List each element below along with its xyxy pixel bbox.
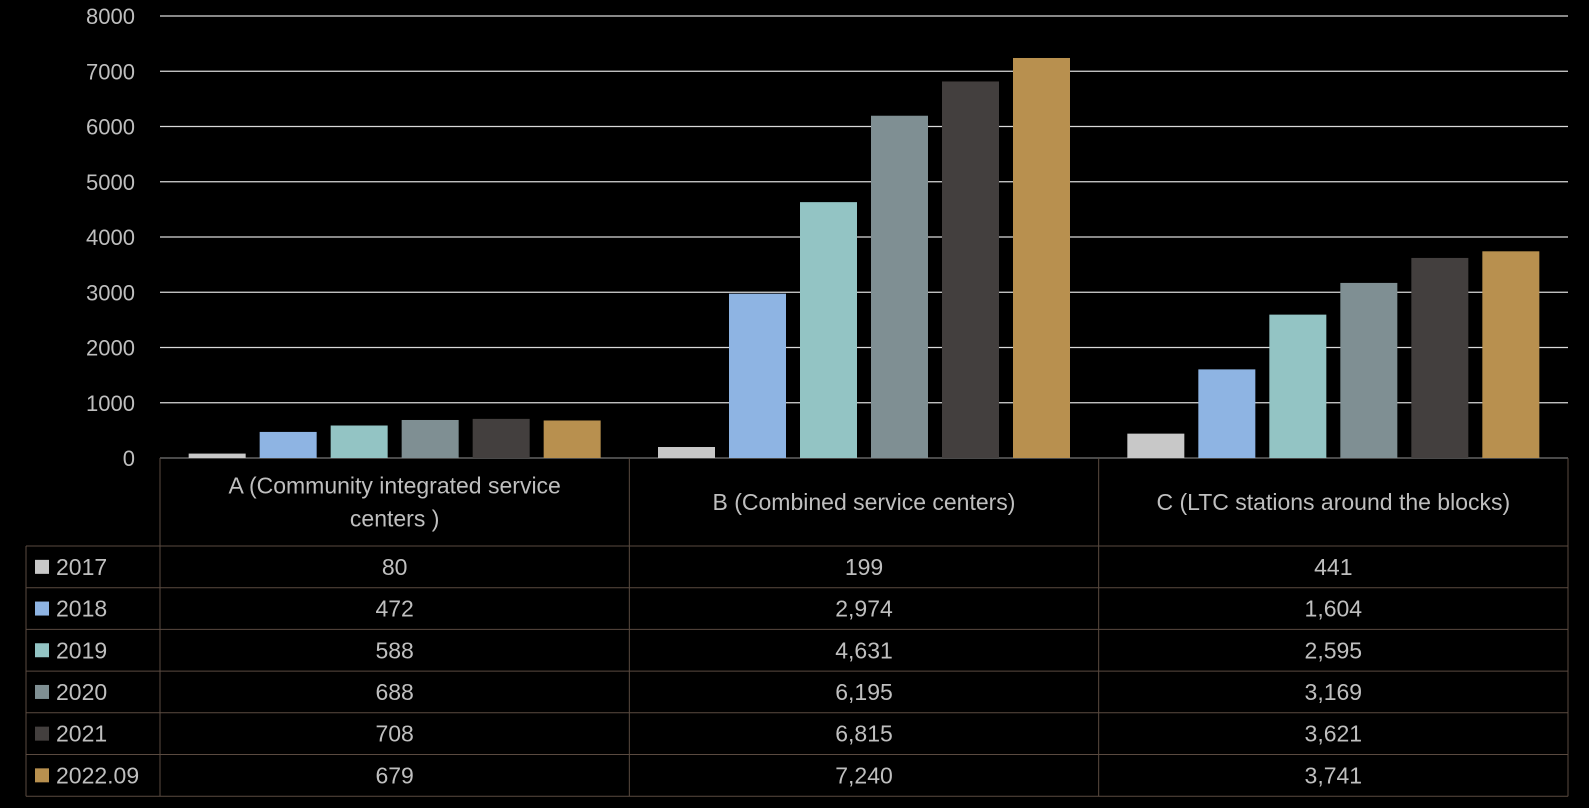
data-label: 6,815 [835,721,893,747]
bar [1340,282,1398,458]
bar [259,431,317,458]
data-table: A (Community integrated service centers )… [25,458,1569,797]
gridlines [160,15,1568,459]
bar [729,293,786,458]
bar [472,418,530,458]
data-label: 7,240 [835,762,893,788]
category-label: C (LTC stations around the blocks) [1156,489,1510,515]
bar [1269,314,1327,458]
bar [1013,57,1070,459]
data-label: 679 [375,762,413,788]
bar [942,81,999,458]
legend-label: 2021 [56,721,107,747]
data-label: 2,974 [835,596,893,622]
y-tick-label: 7000 [86,59,135,84]
category-label: B (Combined service centers) [713,489,1016,515]
bar [1127,433,1185,458]
bar [543,420,601,458]
bar [800,202,857,458]
bar [330,425,388,458]
data-label: 708 [375,721,413,747]
y-tick-label: 0 [123,446,135,471]
legend-swatch [35,559,49,574]
bar [871,115,928,458]
data-label: 4,631 [835,637,893,663]
legend-label: 2019 [56,637,107,663]
data-label: 472 [375,596,413,622]
category-label: centers ) [350,506,439,532]
y-tick-label: 5000 [86,170,135,195]
legend-label: 2020 [56,679,107,705]
legend-swatch [35,684,49,699]
legend-swatch [35,643,49,658]
data-label: 3,169 [1305,679,1363,705]
y-tick-label: 3000 [86,280,135,305]
y-axis-ticks: 0 1000 2000 3000 4000 5000 6000 7000 8000 [86,4,135,471]
data-label: 3,741 [1305,762,1363,788]
data-label: 1,604 [1305,596,1363,622]
data-label: 441 [1314,554,1352,580]
legend-swatch [35,726,49,741]
data-label: 588 [375,637,413,663]
legend-swatch [35,601,49,616]
bar [1411,257,1469,458]
data-label: 2,595 [1305,637,1363,663]
y-tick-label: 4000 [86,225,135,250]
bar [658,447,715,458]
legend-label: 2018 [56,596,107,622]
data-label: 688 [375,679,413,705]
y-tick-label: 6000 [86,115,135,140]
data-label: 3,621 [1305,721,1363,747]
bar [1198,369,1256,458]
bar [401,419,459,458]
y-tick-label: 1000 [86,391,135,416]
y-tick-label: 8000 [86,4,135,29]
bar [1482,251,1540,458]
legend-label: 2017 [56,554,107,580]
bars [188,57,1540,459]
y-tick-label: 2000 [86,336,135,361]
legend-swatch [35,768,49,783]
bar [188,453,246,458]
data-label: 6,195 [835,679,893,705]
data-label: 199 [845,554,883,580]
category-label: A (Community integrated service [228,473,560,499]
legend-label: 2022.09 [56,762,139,788]
data-label: 80 [382,554,408,580]
